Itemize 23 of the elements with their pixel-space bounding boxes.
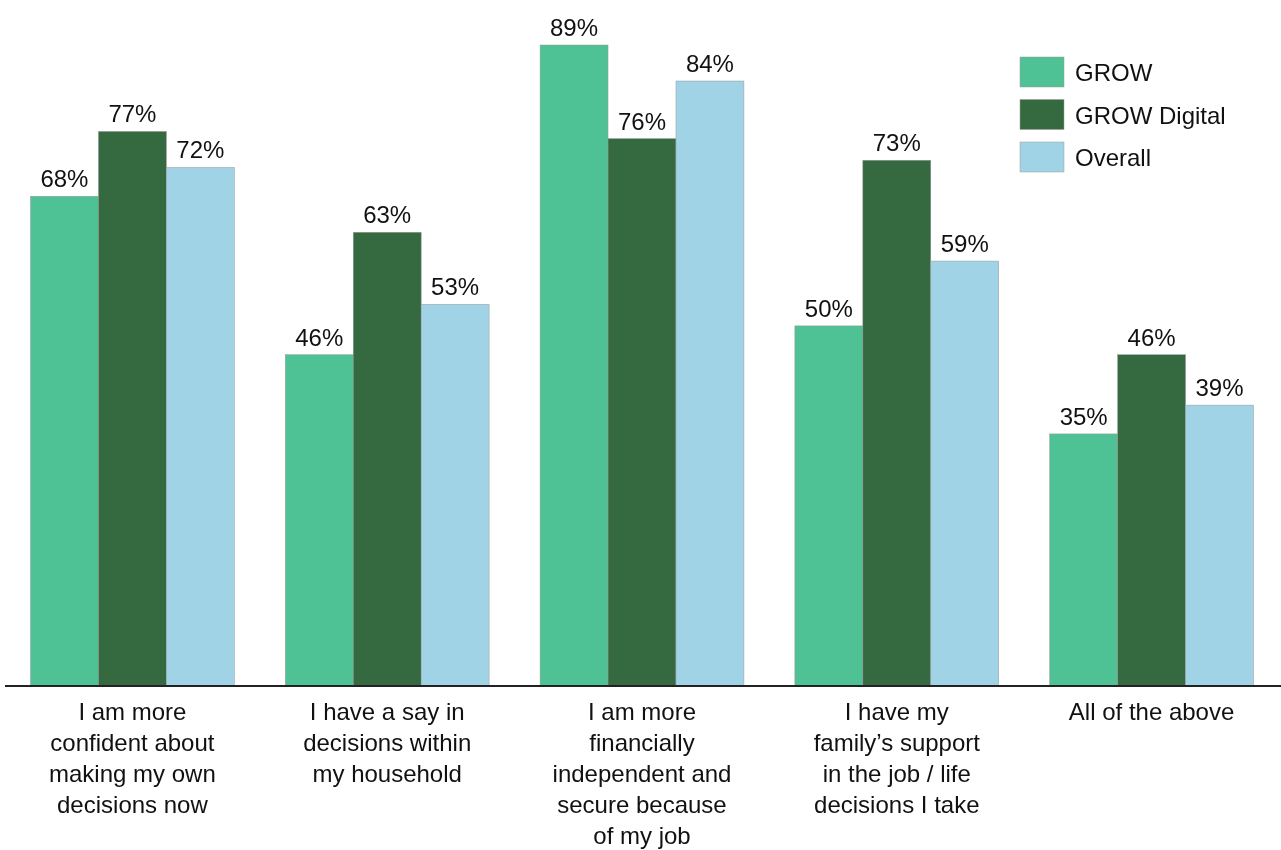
data-label: 76% <box>617 107 667 135</box>
data-label: 84% <box>685 50 734 78</box>
data-label: 46% <box>1127 323 1176 351</box>
legend-label: GROW Digital <box>1075 101 1226 129</box>
legend-label: Overall <box>1075 144 1152 171</box>
data-label: 59% <box>940 230 989 258</box>
data-label: 50% <box>804 294 853 322</box>
data-label: 35% <box>1059 402 1108 430</box>
x-tick-label: I have a say in decisions within my household <box>303 698 472 787</box>
x-tick-label: I have my family’s support in the job / life decisions I take <box>813 698 981 818</box>
data-label: 77% <box>108 100 157 128</box>
x-tick-label: All of the above <box>1068 698 1235 725</box>
x-tick-label: I am more confident about making my own decisions now <box>49 698 216 818</box>
data-label: 73% <box>872 129 921 157</box>
data-label: 89% <box>550 14 599 41</box>
data-label: 46% <box>295 323 344 351</box>
legend-label: GROW <box>1075 59 1153 86</box>
data-label: 72% <box>176 136 225 164</box>
data-label: 39% <box>1195 374 1244 402</box>
data-label: 63% <box>363 201 412 229</box>
x-tick-label: I am more financially independent and secure because of my job <box>552 698 732 849</box>
data-label: 53% <box>431 273 480 301</box>
data-label: 68% <box>40 165 89 193</box>
